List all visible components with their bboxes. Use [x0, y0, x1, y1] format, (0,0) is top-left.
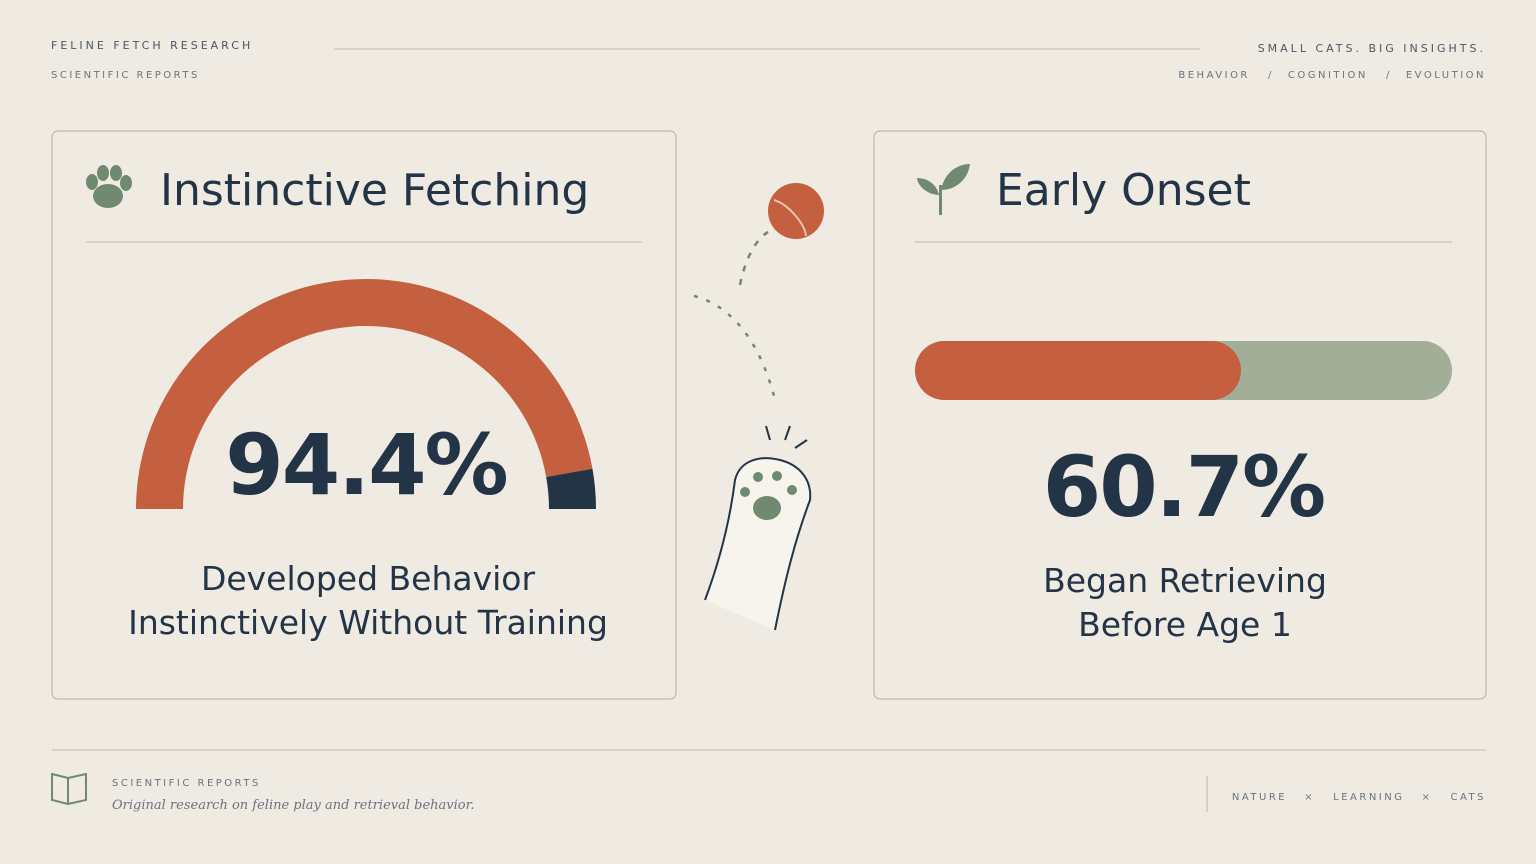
tag: EVOLUTION — [1406, 70, 1486, 81]
separator: / — [1268, 70, 1274, 81]
footer-title: SCIENTIFIC REPORTS — [112, 778, 261, 789]
separator: × — [1422, 792, 1433, 803]
card-title: Instinctive Fetching — [160, 165, 589, 216]
gauge-rest — [546, 468, 596, 509]
tag: CATS — [1450, 792, 1486, 803]
illustration — [693, 183, 824, 631]
caption: Developed Behavior — [201, 559, 536, 598]
separator: × — [1304, 792, 1315, 803]
book-icon — [51, 772, 87, 806]
paw-icon — [86, 165, 132, 208]
tag: BEHAVIOR — [1178, 70, 1250, 81]
caption: Instinctively Without Training — [128, 603, 608, 642]
caption: Before Age 1 — [1078, 605, 1292, 644]
tag: NATURE — [1232, 792, 1287, 803]
tag: COGNITION — [1288, 70, 1368, 81]
bar-fill — [915, 341, 1241, 400]
footer-note: Original research on feline play and ret… — [112, 798, 475, 813]
tag: LEARNING — [1333, 792, 1404, 803]
value-label: 94.4% — [225, 416, 506, 514]
card — [51, 130, 677, 700]
separator: / — [1386, 70, 1392, 81]
card — [873, 130, 1487, 700]
header-subtitle: SCIENTIFIC REPORTS — [51, 70, 200, 81]
topics: EVOLUTION / COGNITION / BEHAVIOR — [1178, 70, 1486, 81]
gauge-fill — [136, 279, 593, 509]
tagline: SMALL CATS. BIG INSIGHTS. — [1258, 42, 1486, 55]
sprout-icon — [917, 164, 970, 215]
tags: CATS × LEARNING × NATURE — [1232, 792, 1486, 803]
caption: Began Retrieving — [1043, 561, 1327, 600]
header-title: FELINE FETCH RESEARCH — [51, 39, 253, 52]
value-label: 60.7% — [1043, 438, 1324, 536]
card-title: Early Onset — [996, 165, 1251, 216]
